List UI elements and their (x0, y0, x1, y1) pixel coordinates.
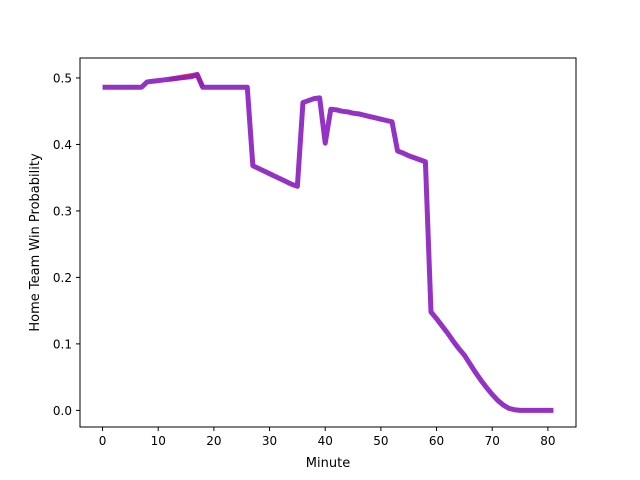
y-tick-label: 0.1 (53, 337, 72, 351)
x-tick-label: 10 (151, 434, 166, 448)
x-tick-label: 50 (373, 434, 388, 448)
x-tick-label: 0 (99, 434, 107, 448)
y-axis-ticks: 0.0 0.1 0.2 0.3 0.4 0.5 (53, 71, 80, 418)
y-axis-label: Home Team Win Probability (28, 153, 43, 332)
y-tick-label: 0.2 (53, 271, 72, 285)
plot-area (102, 72, 554, 413)
x-tick-label: 20 (206, 434, 221, 448)
x-axis-label: Minute (306, 456, 350, 471)
x-tick-label: 80 (540, 434, 555, 448)
y-tick-label: 0.0 (53, 404, 72, 418)
y-tick-label: 0.3 (53, 204, 72, 218)
x-tick-label: 30 (262, 434, 277, 448)
axes-frame (79, 57, 577, 428)
y-tick-label: 0.4 (53, 138, 72, 152)
x-tick-label: 60 (429, 434, 444, 448)
x-tick-label: 70 (485, 434, 500, 448)
x-axis-ticks: 0 10 20 30 40 50 60 70 80 (99, 427, 556, 448)
x-tick-label: 40 (318, 434, 333, 448)
y-tick-label: 0.5 (53, 71, 72, 85)
series-line-2 (102, 72, 554, 413)
